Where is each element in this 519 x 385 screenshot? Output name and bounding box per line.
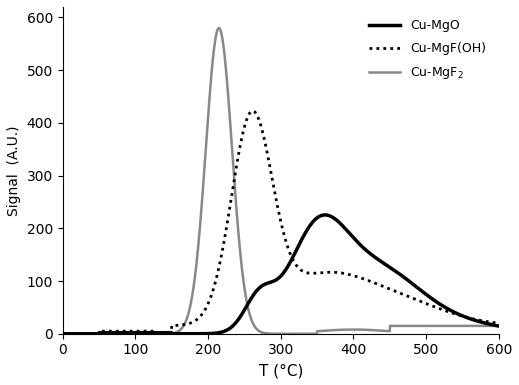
Cu-MgO bbox=[133, 330, 139, 335]
Cu-MgF(OH) bbox=[60, 331, 66, 336]
Cu-MgF$_2$ bbox=[117, 330, 124, 335]
Cu-MgF$_2$ bbox=[298, 331, 305, 336]
Cu-MgF$_2$ bbox=[496, 323, 502, 328]
Line: Cu-MgF$_2$: Cu-MgF$_2$ bbox=[63, 28, 499, 334]
Cu-MgF$_2$ bbox=[207, 94, 213, 99]
Line: Cu-MgO: Cu-MgO bbox=[63, 215, 499, 334]
X-axis label: T (°C): T (°C) bbox=[258, 363, 303, 378]
Cu-MgF$_2$ bbox=[289, 331, 295, 336]
Cu-MgO bbox=[60, 331, 66, 336]
Cu-MgF(OH) bbox=[117, 329, 124, 333]
Cu-MgF(OH) bbox=[133, 329, 139, 333]
Cu-MgO bbox=[289, 257, 295, 261]
Legend: Cu-MgO, Cu-MgF(OH), Cu-MgF$_2$: Cu-MgO, Cu-MgF(OH), Cu-MgF$_2$ bbox=[363, 13, 493, 88]
Cu-MgO bbox=[322, 213, 328, 217]
Y-axis label: Signal  (A.U.): Signal (A.U.) bbox=[7, 125, 21, 216]
Cu-MgF$_2$ bbox=[60, 331, 66, 336]
Cu-MgF(OH) bbox=[298, 268, 305, 273]
Cu-MgF$_2$ bbox=[249, 319, 255, 324]
Cu-MgO bbox=[496, 324, 502, 328]
Cu-MgO bbox=[207, 331, 213, 336]
Cu-MgF$_2$ bbox=[133, 330, 139, 335]
Cu-MgF(OH) bbox=[207, 298, 213, 302]
Cu-MgO bbox=[249, 295, 255, 300]
Cu-MgF$_2$ bbox=[216, 26, 222, 30]
Cu-MgF(OH) bbox=[249, 109, 255, 114]
Cu-MgO bbox=[117, 330, 124, 335]
Cu-MgF(OH) bbox=[289, 256, 295, 261]
Cu-MgF(OH) bbox=[496, 321, 502, 326]
Cu-MgF(OH) bbox=[250, 109, 256, 113]
Cu-MgO bbox=[298, 239, 304, 243]
Line: Cu-MgF(OH): Cu-MgF(OH) bbox=[63, 111, 499, 334]
